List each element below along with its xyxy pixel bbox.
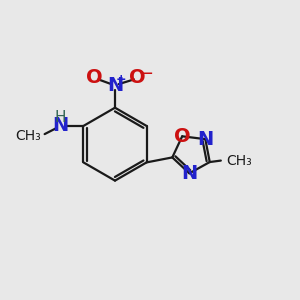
Text: N: N (181, 164, 197, 183)
Text: +: + (116, 74, 126, 86)
Text: N: N (107, 76, 123, 95)
Text: O: O (174, 127, 190, 146)
Text: H: H (55, 110, 66, 125)
Text: O: O (86, 68, 103, 87)
Text: N: N (197, 130, 213, 149)
Text: N: N (52, 116, 68, 135)
Text: CH₃: CH₃ (227, 154, 252, 168)
Text: CH₃: CH₃ (15, 129, 41, 143)
Text: O: O (129, 68, 146, 87)
Text: −: − (138, 65, 153, 83)
